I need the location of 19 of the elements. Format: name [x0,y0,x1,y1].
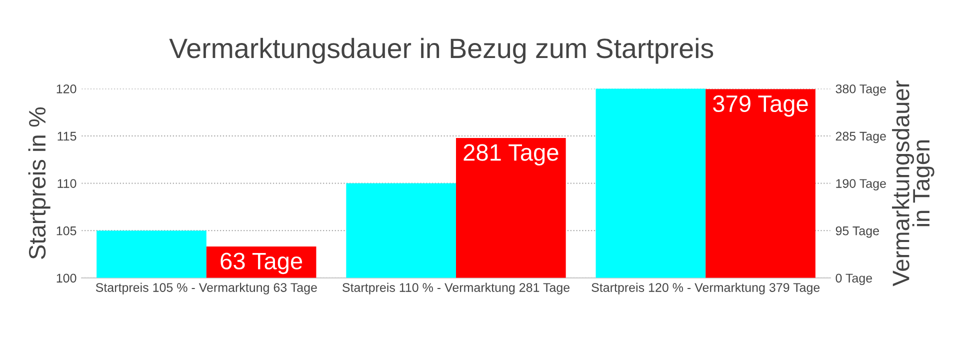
y2-tick-label: 380 Tage [836,84,886,96]
y2-tick-label: 0 Tage [836,274,872,286]
y2-axis-title: Vermarktungsdauer in Tagen [892,80,934,286]
chart-title: Vermarktungsdauer in Bezug zum Startpreis [169,38,714,64]
y2-tick-label: 190 Tage [836,179,886,190]
data-label: 281 Tage [464,144,558,166]
y2-tick-label: 95 Tage [836,226,879,238]
x-tick-label: Startpreis 110 % - Vermarktung 281 Tage [342,282,570,294]
data-label: 379 Tage [713,95,808,117]
y2-tick-label: 285 Tage [836,132,886,144]
data-label: 63 Tage [220,252,302,274]
y-tick-label: 105 [56,226,76,236]
x-tick-label: Startpreis 120 % - Vermarktung 379 Tage [592,282,820,294]
y-axis-title: Startpreis in % [28,107,50,259]
y-tick-label: 100 [56,274,76,283]
y-tick-label: 115 [58,132,76,141]
x-tick-label: Startpreis 105 % - Vermarktung 63 Tage [96,282,317,294]
y-tick-label: 120 [56,84,76,94]
y-tick-label: 110 [58,179,76,188]
